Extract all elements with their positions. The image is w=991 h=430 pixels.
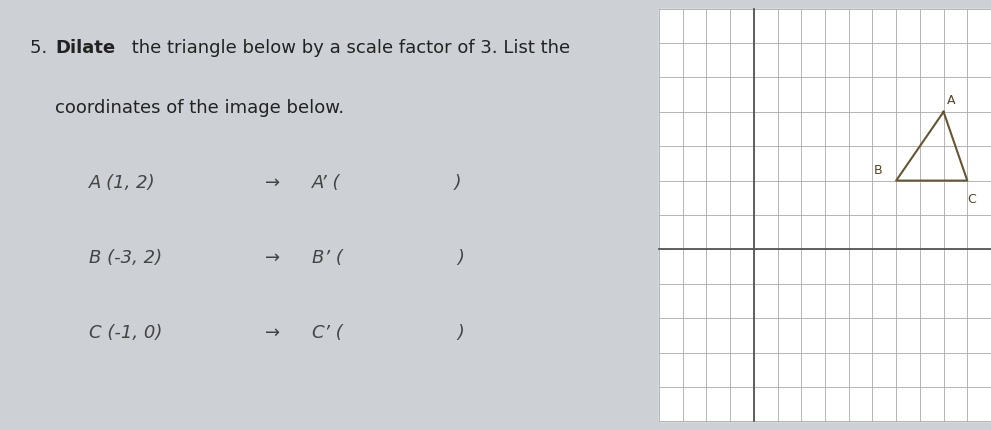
Text: C: C [967, 193, 976, 206]
Text: coordinates of the image below.: coordinates of the image below. [55, 99, 345, 117]
Text: B (-3, 2): B (-3, 2) [89, 249, 163, 267]
Text: B’ (                    ): B’ ( ) [312, 249, 465, 267]
Text: C’ (                    ): C’ ( ) [312, 324, 465, 342]
Text: B: B [873, 164, 882, 177]
Text: Dilate: Dilate [55, 39, 116, 57]
Text: →: → [265, 249, 280, 267]
Text: 5.: 5. [30, 39, 53, 57]
Text: A’ (                    ): A’ ( ) [312, 174, 463, 192]
Text: →: → [265, 324, 280, 342]
Text: A (1, 2): A (1, 2) [89, 174, 156, 192]
Text: →: → [265, 174, 280, 192]
Text: A: A [947, 94, 955, 107]
Text: the triangle below by a scale factor of 3. List the: the triangle below by a scale factor of … [126, 39, 570, 57]
Text: C (-1, 0): C (-1, 0) [89, 324, 163, 342]
Bar [659, 9, 991, 421]
